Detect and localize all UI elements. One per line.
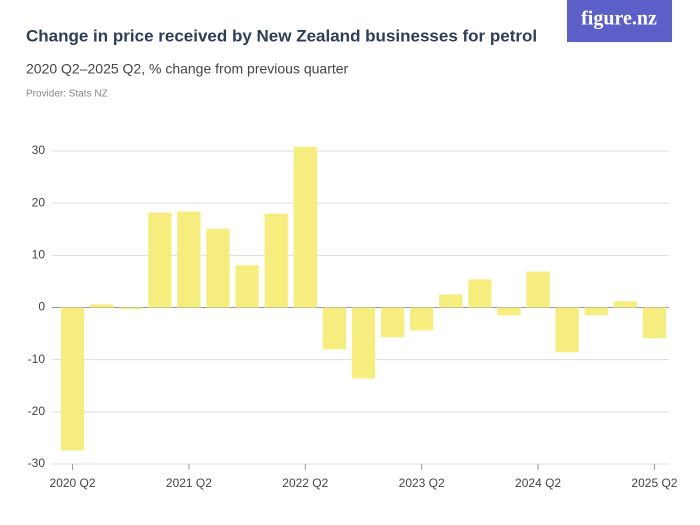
bar xyxy=(119,307,143,310)
y-tick-label: 10 xyxy=(32,248,46,262)
x-tick-label: 2023 Q2 xyxy=(399,476,445,490)
x-tick-label: 2025 Q2 xyxy=(631,476,677,490)
y-tick-label: 0 xyxy=(38,300,45,314)
bar xyxy=(613,301,637,308)
bar xyxy=(60,307,85,451)
provider: Provider: Stats NZ xyxy=(26,89,108,100)
bar xyxy=(380,307,405,338)
bar xyxy=(148,212,172,308)
y-tick-label: -30 xyxy=(28,456,46,470)
chart-title: Change in price received by New Zealand … xyxy=(26,26,537,45)
bar xyxy=(468,279,492,308)
logo: figure.nz xyxy=(581,8,657,30)
bar xyxy=(555,307,579,353)
x-tick-label: 2022 Q2 xyxy=(282,476,328,490)
bar xyxy=(235,265,259,308)
bar xyxy=(351,307,376,379)
y-tick-label: -10 xyxy=(28,352,46,366)
bar xyxy=(264,213,288,308)
y-tick-label: 20 xyxy=(32,195,46,209)
y-tick-label: 30 xyxy=(32,143,46,157)
x-tick-label: 2024 Q2 xyxy=(515,476,561,490)
logo-box xyxy=(567,0,672,42)
bar xyxy=(177,211,201,308)
y-tick-label: -20 xyxy=(28,404,46,418)
bar xyxy=(90,304,114,308)
chart-subtitle: 2020 Q2–2025 Q2, % change from previous … xyxy=(26,61,349,77)
x-tick-label: 2020 Q2 xyxy=(50,476,96,490)
x-tick-label: 2021 Q2 xyxy=(166,476,212,490)
bar xyxy=(497,307,521,316)
bar xyxy=(642,307,667,339)
bar xyxy=(322,307,347,350)
bar xyxy=(526,271,550,308)
bar xyxy=(206,228,230,308)
bar xyxy=(439,294,463,308)
bar xyxy=(584,307,608,316)
bar xyxy=(293,146,317,308)
bar xyxy=(410,307,434,331)
